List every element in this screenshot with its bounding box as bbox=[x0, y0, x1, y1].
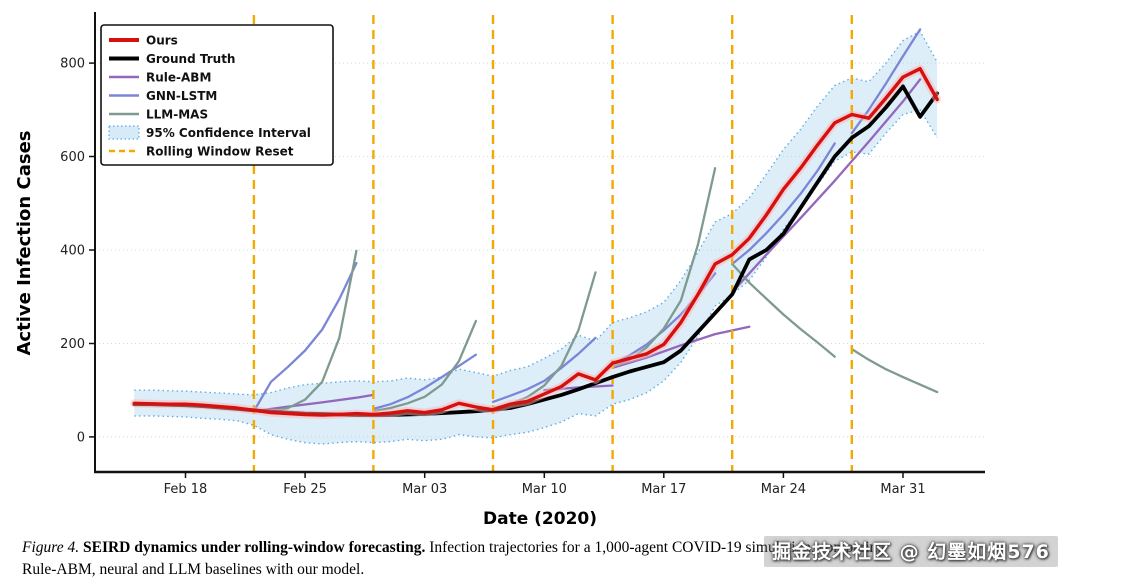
legend-item-label: GNN-LSTM bbox=[146, 89, 217, 103]
x-tick-label: Mar 31 bbox=[880, 482, 925, 497]
watermark: 掘金技术社区 @ 幻墨如烟576 bbox=[764, 536, 1058, 567]
legend-item-label: Ours bbox=[146, 34, 178, 48]
y-tick-label: 200 bbox=[60, 337, 85, 352]
x-tick-label: Feb 25 bbox=[283, 482, 327, 497]
caption-text-line2: Rule-ABM, neural and LLM baselines with … bbox=[22, 561, 365, 578]
llm_mas-line bbox=[731, 262, 836, 358]
y-tick-label: 800 bbox=[60, 57, 85, 72]
x-tick-label: Mar 24 bbox=[761, 482, 806, 497]
figure-caption: Figure 4. SEIRD dynamics under rolling-w… bbox=[22, 537, 1100, 581]
figure-label: Figure 4. bbox=[22, 539, 80, 556]
gnn_lstm-line bbox=[372, 353, 478, 411]
x-tick-label: Mar 10 bbox=[522, 482, 567, 497]
y-tick-label: 400 bbox=[60, 244, 85, 259]
x-tick-label: Mar 17 bbox=[641, 482, 686, 497]
y-axis-label: Active Infection Cases bbox=[14, 130, 35, 355]
y-tick-label: 600 bbox=[60, 150, 85, 165]
legend-swatch-confidence-interval bbox=[108, 125, 140, 140]
ours-line bbox=[132, 67, 939, 417]
caption-title: SEIRD dynamics under rolling-window fore… bbox=[83, 539, 426, 556]
y-tick-label: 0 bbox=[77, 430, 85, 445]
legend-item-label: Rolling Window Reset bbox=[146, 145, 294, 159]
gnn_lstm-line bbox=[731, 142, 836, 266]
x-tick-label: Feb 18 bbox=[164, 482, 208, 497]
llm_mas-line bbox=[372, 319, 478, 413]
legend-item-label: 95% Confidence Interval bbox=[146, 126, 311, 140]
legend-item-label: Ground Truth bbox=[146, 52, 235, 66]
legend-item-label: Rule-ABM bbox=[146, 71, 211, 85]
legend-item-label: LLM-MAS bbox=[146, 108, 208, 122]
gnn_lstm-line bbox=[491, 336, 597, 404]
caption-text-line1: Infection trajectories for a 1,000-agent… bbox=[429, 539, 886, 556]
llm_mas-line bbox=[269, 249, 358, 413]
seird-chart: Feb 18 Feb 25 Mar 03 Mar 10 Mar 17 Mar 24 Mar … bbox=[14, 12, 985, 529]
gnn_lstm-line bbox=[252, 261, 358, 413]
x-axis-label: Date (2020) bbox=[483, 509, 597, 529]
rule_abm-line bbox=[731, 78, 922, 294]
rule_abm-line bbox=[252, 393, 375, 413]
x-tick-label: Mar 03 bbox=[402, 482, 447, 497]
llm_mas-line bbox=[850, 347, 939, 394]
legend-box bbox=[100, 24, 334, 166]
confidence-band-edge bbox=[134, 30, 938, 396]
